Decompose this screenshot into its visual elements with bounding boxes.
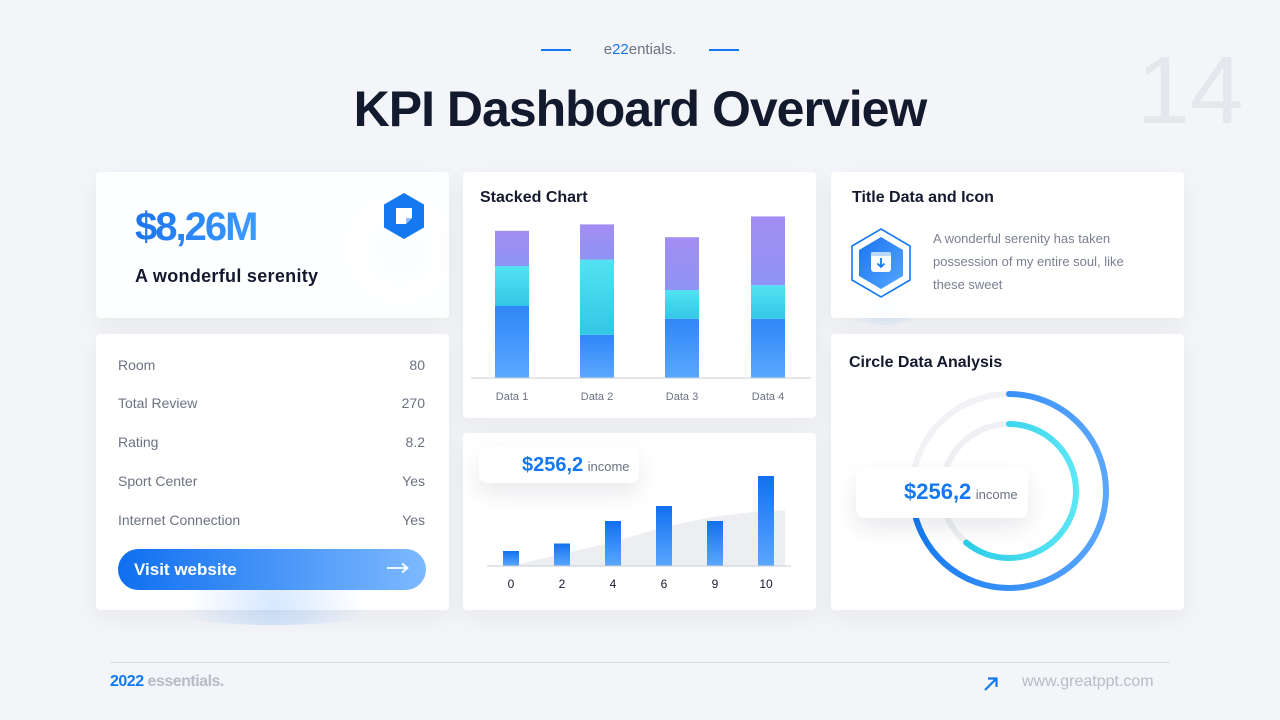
kpi-value: Yes bbox=[402, 473, 425, 489]
income-chip-value: $256,2 bbox=[522, 454, 584, 476]
kpi-row: Internet Connection Yes bbox=[118, 512, 425, 528]
kpi-row: Total Review 270 bbox=[118, 395, 425, 411]
sticky-note-icon bbox=[380, 191, 428, 241]
stacked-bar-bottom bbox=[665, 318, 699, 378]
stacked-bar-top bbox=[580, 224, 614, 260]
income-bar bbox=[554, 543, 570, 566]
stacked-chart: Data 1 Data 2 Data 3 Data 4 bbox=[471, 216, 811, 403]
footer-brand: 2022 essentials. bbox=[110, 673, 224, 690]
kpi-label: Total Review bbox=[118, 395, 198, 411]
title-data-description: A wonderful serenity has taken possessio… bbox=[933, 231, 1124, 292]
button-glow bbox=[150, 585, 400, 625]
kpi-label: Room bbox=[118, 357, 156, 373]
download-box-icon bbox=[846, 227, 916, 299]
visit-website-button[interactable]: Visit website bbox=[118, 549, 426, 590]
arrow-up-right-icon[interactable] bbox=[982, 675, 1000, 698]
stacked-bar-top bbox=[665, 237, 699, 290]
kpi-value: 270 bbox=[401, 395, 425, 411]
income-bar bbox=[656, 506, 672, 566]
page-number: 14 bbox=[1136, 37, 1244, 144]
income-background-area bbox=[493, 510, 785, 566]
summary-value: $8,26M bbox=[135, 205, 258, 249]
income-bar bbox=[503, 551, 519, 566]
stacked-x-label: Data 4 bbox=[752, 391, 784, 403]
stacked-chart-title: Stacked Chart bbox=[480, 189, 588, 206]
stacked-bar-middle bbox=[580, 259, 614, 335]
income-chip-unit: income bbox=[587, 459, 630, 474]
footer-divider bbox=[110, 662, 1170, 663]
income-chip: $256,2 income bbox=[479, 447, 639, 483]
income-x-label: 10 bbox=[759, 577, 773, 591]
stacked-bar-middle bbox=[751, 285, 785, 319]
income-x-label: 2 bbox=[559, 577, 566, 591]
title-data-title: Title Data and Icon bbox=[852, 189, 994, 206]
stacked-x-label: Data 1 bbox=[496, 391, 528, 403]
income-x-label: 4 bbox=[610, 577, 617, 591]
arrow-right-icon bbox=[386, 561, 410, 579]
stacked-x-label: Data 3 bbox=[666, 391, 698, 403]
summary-label: A wonderful serenity bbox=[135, 266, 319, 286]
brand-line-right bbox=[709, 49, 739, 51]
kpi-value: Yes bbox=[402, 512, 425, 528]
circle-chip: $256,2 income bbox=[856, 467, 1028, 518]
income-chart: 0 2 4 6 9 10 bbox=[487, 476, 791, 591]
kpi-label: Sport Center bbox=[118, 473, 198, 489]
stacked-x-label: Data 2 bbox=[581, 391, 613, 403]
ring-arc-outer bbox=[909, 391, 1109, 591]
stacked-bar-middle bbox=[665, 290, 699, 319]
brand-line-left bbox=[541, 49, 571, 51]
page-title: KPI Dashboard Overview bbox=[353, 81, 928, 137]
circle-chip-unit: income bbox=[975, 487, 1018, 502]
visit-website-label: Visit website bbox=[134, 559, 237, 579]
circle-analysis-title: Circle Data Analysis bbox=[849, 354, 1003, 371]
income-bar bbox=[758, 476, 774, 566]
kpi-label: Rating bbox=[118, 434, 159, 450]
summary-card bbox=[96, 172, 449, 318]
stacked-bar-middle bbox=[495, 266, 529, 306]
kpi-value: 80 bbox=[409, 357, 425, 373]
kpi-value: 8.2 bbox=[405, 434, 425, 450]
kpi-row: Room 80 bbox=[118, 357, 425, 373]
income-bar bbox=[707, 521, 723, 566]
ring-arc-inner bbox=[939, 421, 1079, 561]
circle-chip-value: $256,2 bbox=[904, 479, 972, 504]
kpi-label: Internet Connection bbox=[118, 512, 241, 528]
income-x-label: 6 bbox=[661, 577, 668, 591]
stacked-bar-bottom bbox=[495, 306, 529, 378]
brand-mark: e22entials. bbox=[603, 41, 677, 58]
income-x-label: 9 bbox=[712, 577, 719, 591]
kpi-row: Sport Center Yes bbox=[118, 473, 425, 489]
stacked-bar-bottom bbox=[751, 318, 785, 378]
stacked-bar-top bbox=[751, 216, 785, 286]
income-x-label: 0 bbox=[508, 577, 515, 591]
footer-website-link[interactable]: www.greatppt.com bbox=[1022, 673, 1154, 690]
stacked-bar-bottom bbox=[580, 334, 614, 378]
kpi-row: Rating 8.2 bbox=[118, 434, 425, 450]
stacked-bar-top bbox=[495, 230, 529, 266]
income-bar bbox=[605, 521, 621, 566]
